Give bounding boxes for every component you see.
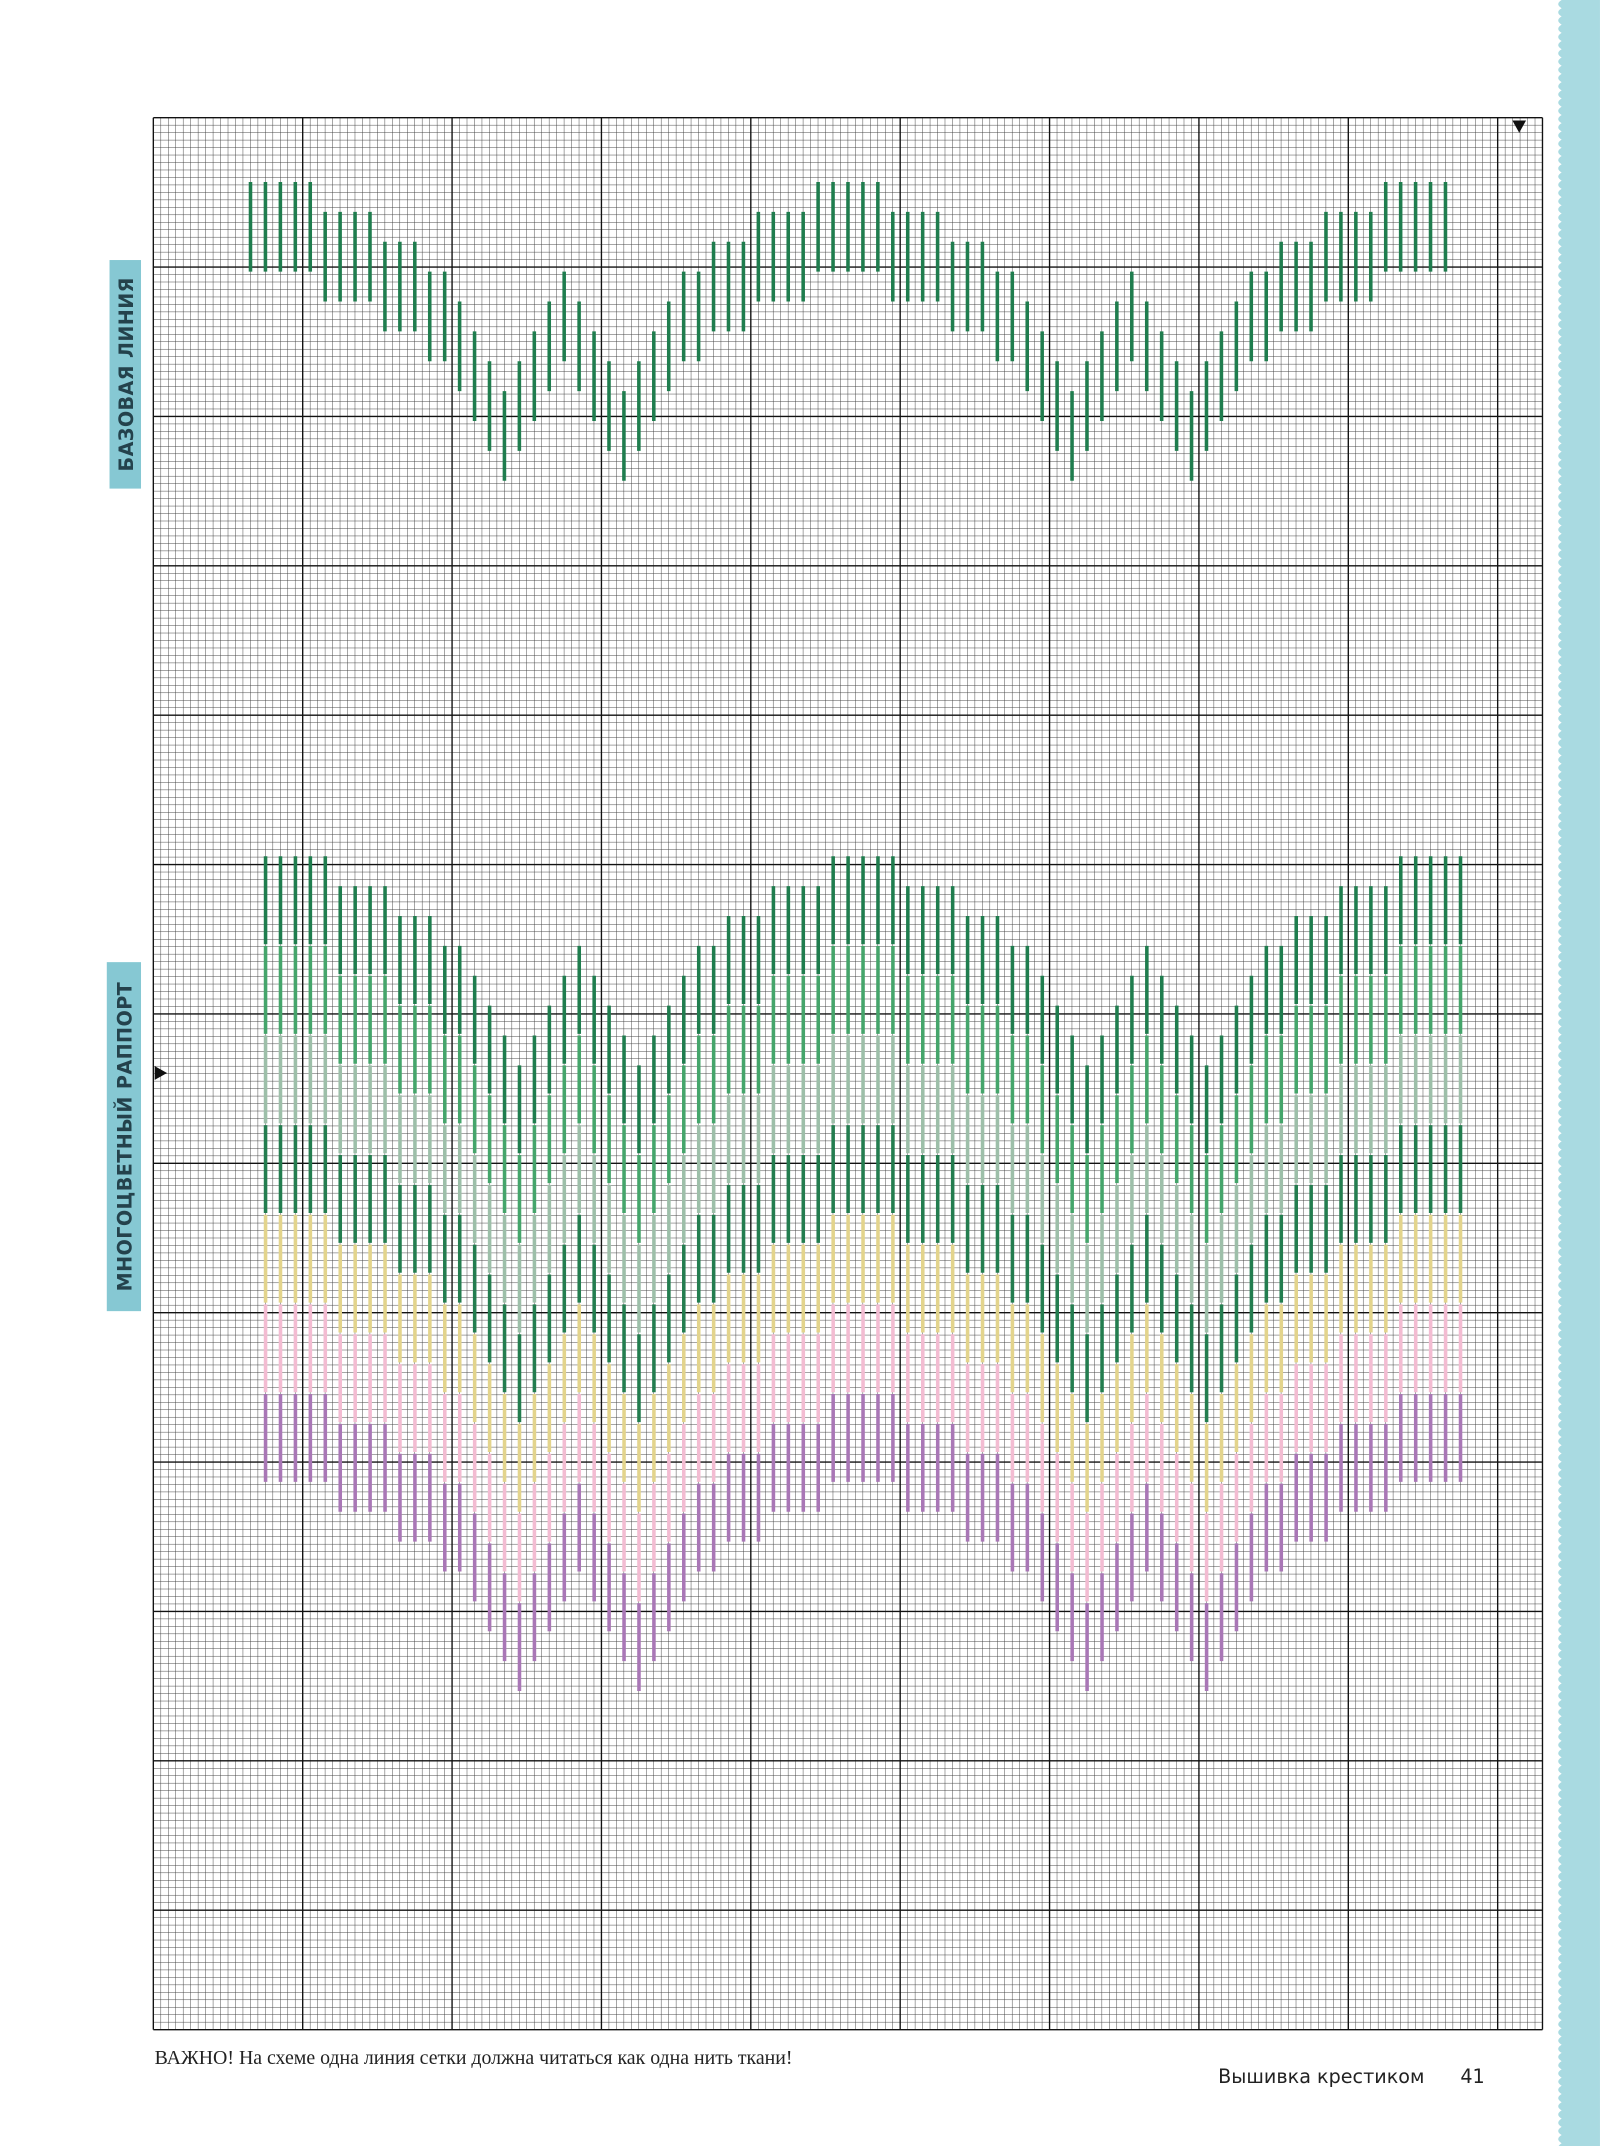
page-number: 41 (1460, 2065, 1484, 2088)
side-label-box (106, 962, 142, 1312)
note: ВАЖНО! На схеме одна линия сетки должна … (155, 2047, 793, 2069)
stitches (248, 182, 1463, 1692)
marker-arrow (154, 1066, 168, 1080)
marker-arrow (1512, 120, 1527, 133)
footer-title: Вышивка крестиком (1218, 2065, 1424, 2088)
side-label-box (109, 260, 142, 489)
side-label: МНОГОЦВЕТНЫЙ РАППОРТ (113, 982, 136, 1292)
side-label: БАЗОВАЯ ЛИНИЯ (115, 277, 138, 471)
page-edge (1558, 0, 1600, 2146)
